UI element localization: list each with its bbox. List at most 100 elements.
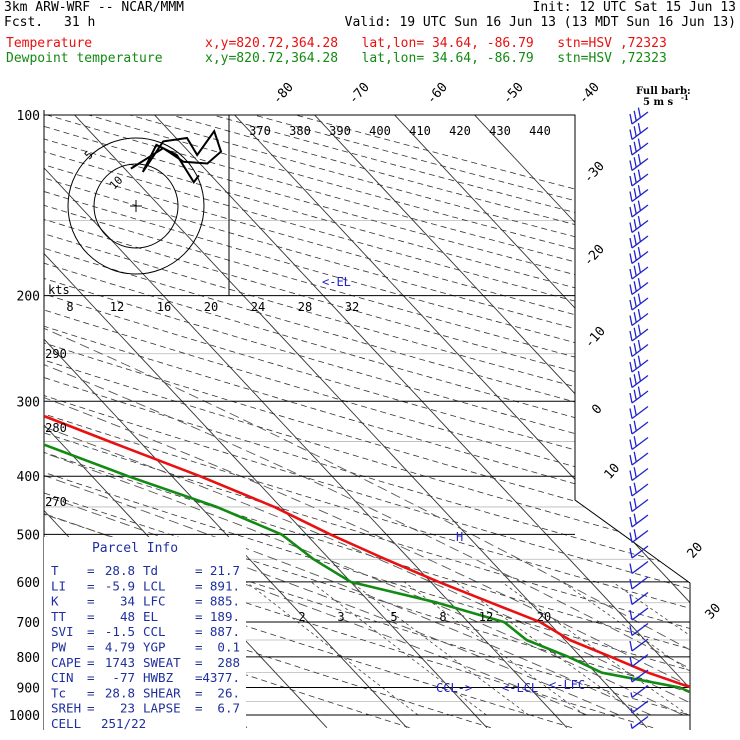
wind-barb-staff: [631, 576, 649, 590]
isotherm-label: 0: [589, 402, 605, 418]
parcel-value: 34: [120, 594, 135, 609]
wind-barb-flag: [637, 153, 642, 165]
wind-barb-staff: [631, 607, 649, 621]
wind-scale-label: 12: [110, 300, 124, 314]
wind-barb-staff: [631, 452, 649, 466]
theta-left-label: 290: [45, 347, 67, 361]
wind-barb: [629, 262, 649, 280]
wind-barb-staff: [631, 235, 649, 249]
wind-barb: [629, 184, 649, 203]
dry-adiabat: [44, 115, 690, 729]
parcel-info-panel: Parcel Info T = 28.8 Td = 21.7 LI = -5.9 LCL = 891. K…: [44, 537, 246, 731]
hodograph-ring-label: 10: [107, 174, 126, 193]
wind-barb-staff: [631, 498, 649, 513]
wind-barb-flag: [633, 110, 637, 121]
wind-barb-flag: [629, 485, 633, 497]
wind-barb: [629, 153, 649, 172]
wind-barb-half: [630, 676, 633, 683]
parcel-value: 4.79: [105, 640, 135, 655]
wind-barbs: Full barb:5 m s -1: [629, 86, 691, 730]
wind-barb-flag: [637, 339, 642, 351]
wind-barb: [629, 545, 649, 559]
wind-barb-flag: [633, 498, 637, 509]
wind-barb-staff: [631, 281, 649, 296]
parcel-key: Tc: [51, 685, 66, 700]
wind-scale-label: 24: [251, 300, 265, 314]
parcel-key: CCL: [143, 624, 166, 639]
theta-label: 400: [369, 124, 391, 138]
wind-barb-flag: [629, 594, 633, 605]
parcel-eq: =: [195, 578, 203, 593]
dry-adiabat: [44, 115, 690, 729]
wind-barb-flag: [637, 277, 642, 289]
theta-label: 410: [409, 124, 431, 138]
parcel-cell-value: 251/22: [101, 716, 146, 731]
dry-adiabat: [196, 115, 690, 729]
temperature-location: x,y=820.72,364.28 lat,lon= 34.64, -86.79…: [205, 36, 667, 51]
theta-label: 370: [249, 124, 271, 138]
wind-scale-label: 20: [204, 300, 218, 314]
wind-barb-flag: [633, 296, 637, 307]
wind-barb-staff: [631, 111, 649, 125]
parcel-eq: =: [195, 563, 203, 578]
init-time: Init: 12 UTC Sat 15 Jun 13: [532, 0, 737, 15]
wind-barb-flag: [633, 172, 637, 183]
wind-barb-flag: [637, 122, 642, 134]
wind-barb-staff: [631, 638, 649, 652]
mixing-ratio-label: 12: [479, 610, 493, 624]
lcl-marker: <-LCL: [502, 681, 538, 695]
dewpoint-trace: [44, 115, 690, 714]
wind-barb-flag: [629, 377, 633, 388]
wind-barb-staff: [631, 173, 649, 187]
wind-barb-staff: [631, 266, 649, 280]
pressure-tick-label: 100: [17, 109, 40, 124]
wind-barb: [629, 277, 649, 296]
wind-barb-flag: [629, 299, 633, 311]
hodograph-ring: [67, 137, 205, 275]
wind-barb-staff: [631, 328, 649, 342]
wind-barb-flag: [629, 392, 633, 404]
wind-barb-flag: [629, 237, 633, 249]
isotherm-label: -20: [581, 242, 608, 269]
theta-left-label: 280: [45, 421, 67, 435]
moist-adiabat: [44, 295, 690, 716]
wind-barb: [629, 467, 649, 482]
wind-barb-flag: [629, 656, 633, 667]
wind-barb-flag: [629, 532, 633, 543]
parcel-value: 288: [217, 655, 240, 670]
isotherm-line: [0, 88, 7, 728]
parcel-eq: =: [87, 670, 95, 685]
isotherm-line: [44, 115, 408, 729]
wind-barb: [629, 405, 649, 420]
wind-barb-staff: [631, 560, 649, 575]
dry-adiabat: [44, 115, 690, 729]
wind-barb: [629, 420, 649, 435]
parcel-value: 21.7: [210, 563, 240, 578]
wind-barb: [629, 386, 649, 404]
parcel-eq: =: [195, 670, 203, 685]
wind-barb: [629, 355, 649, 373]
wind-barb-staff: [631, 545, 649, 559]
dry-adiabat: [44, 115, 690, 729]
wind-barb: [629, 576, 649, 590]
wind-barb-flag: [637, 324, 642, 335]
wind-barb-staff: [631, 390, 649, 404]
barb-legend-exponent: -1: [681, 93, 689, 102]
wind-barb-flag: [633, 389, 637, 400]
mixing-ratio-line: [501, 581, 689, 716]
wind-barb-staff: [631, 188, 649, 203]
wind-barb-flag: [629, 640, 633, 652]
wind-barb: [629, 339, 649, 358]
theta-label: 420: [449, 124, 471, 138]
wind-barb-flag: [633, 203, 637, 214]
parcel-key: SHEAR: [143, 685, 181, 700]
wind-barb: [629, 653, 649, 668]
pressure-tick-label: 1000: [9, 709, 40, 724]
wind-barb-staff: [631, 297, 649, 311]
mixing-ratio-label: 3: [337, 610, 344, 624]
wind-barb-half: [630, 707, 633, 714]
mixing-ratio-label: 5: [390, 610, 397, 624]
wind-barb-flag: [629, 206, 633, 218]
wind-barb: [629, 622, 649, 637]
wind-barb-staff: [631, 467, 649, 482]
